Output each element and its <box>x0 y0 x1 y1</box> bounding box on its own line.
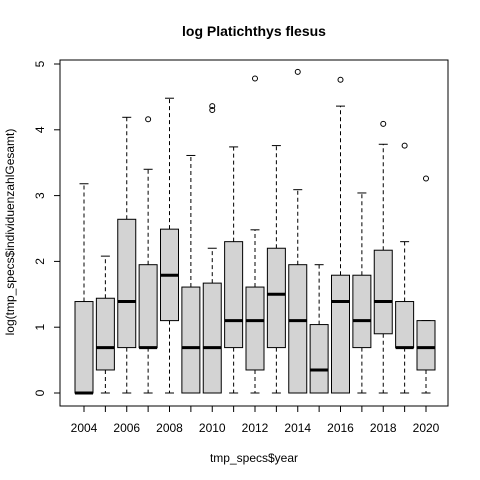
outlier-point <box>294 68 301 75</box>
box-2014 <box>288 68 308 394</box>
box-iqr <box>74 301 94 394</box>
box-series <box>74 68 436 395</box>
x-tick-label: 2010 <box>199 421 226 435</box>
box-iqr <box>331 274 350 394</box>
outlier-point <box>209 103 216 110</box>
outlier-point <box>401 142 408 149</box>
y-tick-label: 1 <box>33 324 47 331</box>
box-2004 <box>74 183 94 395</box>
y-tick-label: 3 <box>33 192 47 199</box>
box-iqr <box>245 286 265 371</box>
box-iqr <box>266 247 286 349</box>
box-2011 <box>224 146 244 394</box>
box-2019 <box>395 142 415 394</box>
box-2015 <box>309 264 329 394</box>
y-tick-label: 0 <box>33 389 47 396</box>
outlier-point <box>337 76 344 83</box>
y-axis-label: log(tmp_specs$individuenzahlGesamt) <box>3 129 17 336</box>
box-iqr <box>224 241 244 349</box>
x-tick-label: 2012 <box>242 421 269 435</box>
chart-title: log Platichthys flesus <box>182 23 326 39</box>
box-2016 <box>331 76 350 394</box>
y-tick-label: 2 <box>33 258 47 265</box>
x-axis: 2004 2006 2008 2010 2012 2014 2016 2018 2020 <box>71 406 440 435</box>
y-tick-label: 5 <box>33 60 47 67</box>
box-iqr <box>416 320 436 371</box>
box-iqr <box>202 282 222 394</box>
box-iqr <box>181 286 201 394</box>
box-2013 <box>266 145 286 394</box>
x-tick-label: 2016 <box>327 421 354 435</box>
x-tick-label: 2018 <box>370 421 397 435</box>
y-tick-label: 4 <box>33 126 47 133</box>
outlier-point <box>252 75 258 82</box>
box-2006 <box>117 116 137 394</box>
x-axis-label: tmp_specs$year <box>210 451 298 465</box>
box-iqr <box>95 297 115 371</box>
plot-frame <box>59 59 449 407</box>
x-tick-label: 2006 <box>113 421 140 435</box>
outlier-point <box>209 107 216 114</box>
box-2017 <box>352 192 372 394</box>
box-2008 <box>160 97 179 394</box>
x-tick-label: 2004 <box>71 421 98 435</box>
box-iqr <box>352 274 372 349</box>
x-tick-label: 2020 <box>413 421 440 435</box>
outlier-point <box>380 120 387 127</box>
x-tick-label: 2014 <box>284 421 311 435</box>
y-axis: 0 1 2 3 4 5 <box>33 60 60 396</box>
box-2012 <box>245 75 265 394</box>
box-iqr <box>288 264 308 394</box>
outlier-point <box>423 175 429 182</box>
box-iqr <box>395 301 415 349</box>
box-2020 <box>416 175 436 394</box>
box-iqr <box>117 218 137 349</box>
box-2005 <box>95 255 115 394</box>
box-iqr <box>373 249 393 335</box>
box-iqr <box>138 264 158 349</box>
box-iqr <box>309 324 329 394</box>
outlier-point <box>145 116 152 123</box>
box-2009 <box>181 154 201 394</box>
x-tick-label: 2008 <box>156 421 183 435</box>
box-2010 <box>202 103 222 394</box>
box-2007 <box>138 116 158 394</box>
box-2018 <box>373 120 393 394</box>
